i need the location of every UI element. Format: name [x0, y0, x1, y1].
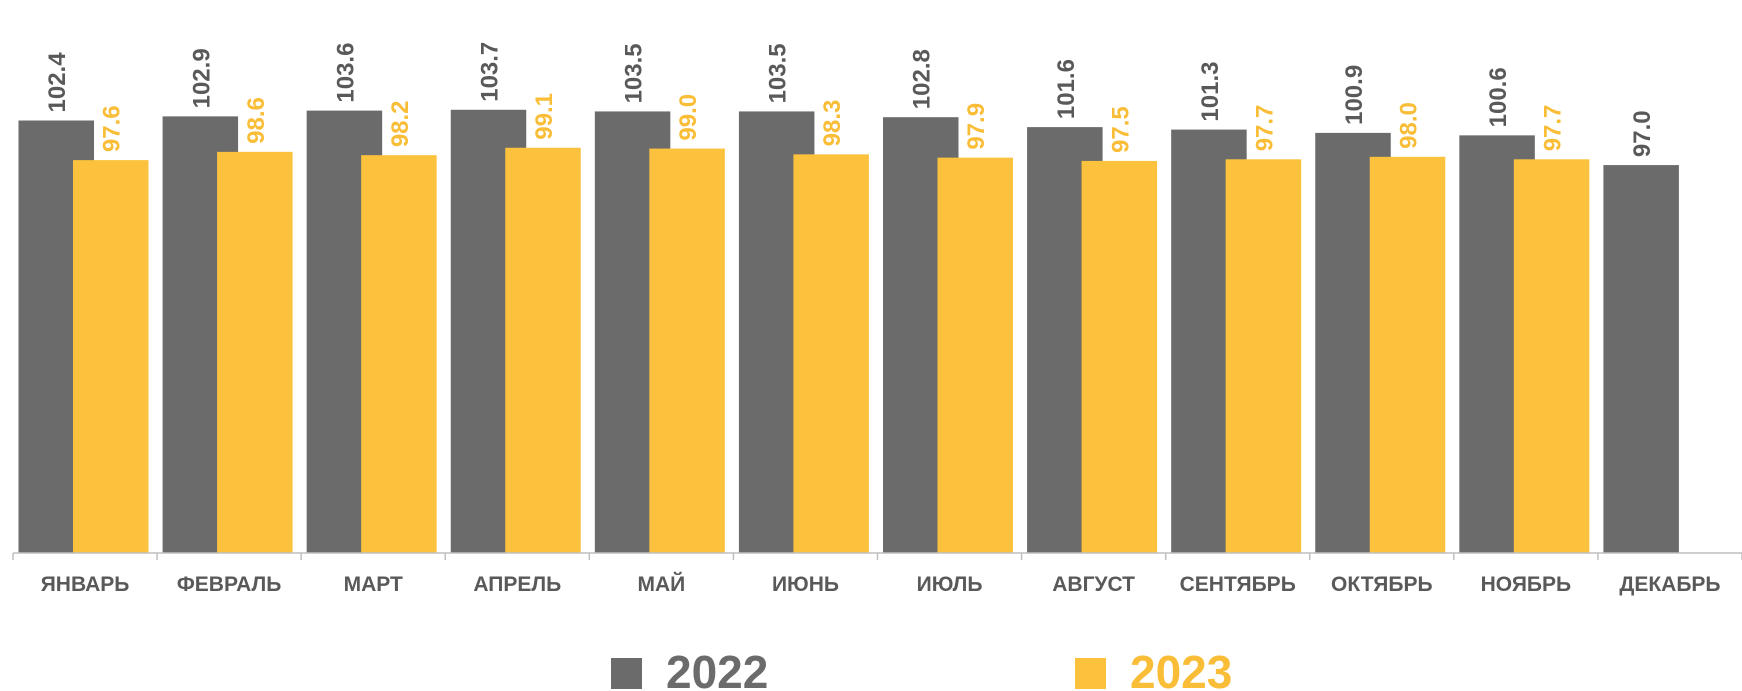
x-tick-label: ИЮНЬ [772, 573, 839, 596]
bar [73, 160, 149, 554]
bar [1369, 156, 1446, 553]
bar [217, 151, 293, 553]
bar [937, 157, 1013, 553]
data-label: 103.5 [621, 43, 648, 103]
bar [1603, 165, 1679, 553]
x-tick-label: ДЕКАБРЬ [1619, 573, 1720, 596]
data-label: 100.6 [1485, 67, 1512, 127]
data-label: 98.3 [819, 100, 846, 147]
x-tick-label: АВГУСТ [1052, 573, 1135, 596]
legend-swatch [611, 658, 642, 689]
bar [793, 154, 869, 553]
x-tick-label: ФЕВРАЛЬ [177, 573, 282, 596]
data-label: 97.0 [1629, 110, 1656, 157]
x-tick-label: НОЯБРЬ [1481, 573, 1572, 596]
data-label: 98.6 [243, 97, 270, 144]
data-label: 97.9 [963, 103, 990, 150]
bar [1513, 159, 1590, 554]
data-label: 97.7 [1540, 105, 1567, 152]
data-label: 100.9 [1341, 65, 1368, 125]
x-tick-label: ИЮЛЬ [917, 573, 983, 596]
data-label: 101.6 [1053, 59, 1080, 119]
data-label: 102.8 [909, 49, 936, 109]
data-label: 97.7 [1251, 105, 1278, 152]
legend-label: 2023 [1130, 646, 1232, 691]
data-label: 99.0 [675, 94, 702, 141]
x-tick-label: МАЙ [637, 572, 685, 596]
legend-label: 2022 [666, 646, 768, 691]
data-label: 103.6 [332, 43, 359, 103]
x-tick-label: ЯНВАРЬ [41, 573, 130, 596]
bar [505, 147, 581, 553]
data-label: 102.4 [44, 52, 71, 113]
data-label: 97.5 [1107, 106, 1134, 153]
x-tick-label: СЕНТЯБРЬ [1180, 573, 1296, 596]
data-label: 98.2 [387, 100, 414, 147]
x-tick-label: АПРЕЛЬ [473, 573, 561, 596]
bar [361, 155, 437, 553]
data-label: 97.6 [99, 105, 126, 152]
data-label: 98.0 [1396, 102, 1423, 149]
data-label: 103.7 [477, 42, 504, 102]
data-label: 99.1 [531, 93, 558, 140]
data-label: 103.5 [765, 43, 792, 103]
x-tick-label: ОКТЯБРЬ [1331, 573, 1433, 596]
legend-swatch [1075, 658, 1106, 689]
bar [1081, 160, 1158, 553]
bar [1225, 159, 1302, 554]
bar [649, 148, 725, 553]
x-tick-label: МАРТ [344, 573, 403, 596]
data-label: 102.9 [188, 48, 215, 108]
data-label: 101.3 [1197, 62, 1224, 122]
